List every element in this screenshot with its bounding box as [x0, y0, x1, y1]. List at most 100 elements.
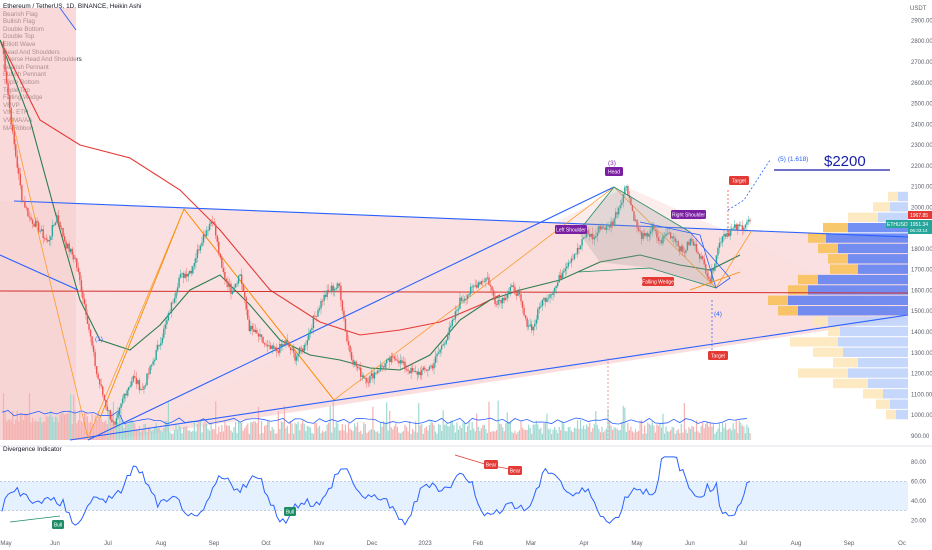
vrvp-sell — [823, 222, 848, 233]
candle-body — [363, 375, 365, 379]
volume-bar — [399, 433, 402, 440]
candle-body — [468, 293, 470, 296]
volume-bar — [86, 416, 89, 440]
candle-body — [112, 421, 115, 423]
volume-bar — [627, 423, 629, 440]
candle-body — [79, 271, 81, 281]
candle-body — [454, 311, 457, 320]
volume-bar — [216, 433, 218, 440]
volume-bar — [340, 430, 342, 440]
candle-body — [150, 364, 153, 367]
wave4-label: (4) — [714, 311, 722, 318]
candle-body — [526, 318, 528, 327]
volume-bar — [222, 431, 224, 440]
candle-body — [443, 343, 446, 345]
left-shoulder-label-bg — [555, 225, 587, 234]
volume-bar — [505, 423, 507, 440]
candle-body — [737, 224, 739, 230]
candle-body — [630, 198, 632, 206]
vrvp-buy — [788, 295, 908, 306]
candle-body — [550, 294, 553, 296]
candle-body — [414, 371, 417, 372]
candle-body — [698, 254, 701, 259]
rising-zone — [113, 187, 908, 440]
candle-body — [708, 276, 710, 280]
volume-bar — [445, 423, 447, 440]
volume-bar — [616, 428, 618, 440]
candle-body — [605, 225, 608, 230]
volume-bar — [166, 420, 168, 440]
volume-bar — [636, 431, 638, 440]
volume-bar — [657, 425, 660, 440]
volume-bar — [143, 424, 145, 440]
candle-body — [404, 361, 406, 370]
volume-bar — [68, 411, 70, 440]
volume-bar — [404, 424, 406, 440]
candle-body — [137, 380, 139, 384]
candle-body — [691, 238, 693, 242]
candle-body — [88, 323, 90, 330]
candle-body — [730, 228, 733, 231]
candle-body — [332, 285, 334, 291]
candle-body — [457, 308, 460, 311]
candle-body — [485, 278, 487, 282]
candle-body — [308, 332, 310, 341]
candle-body — [147, 373, 150, 375]
candle-body — [636, 219, 638, 228]
lower-trendline — [69, 314, 909, 441]
volume-bar — [363, 422, 365, 440]
volume-bar — [30, 422, 32, 440]
vrvp-sell — [813, 347, 843, 357]
candle-body — [219, 253, 221, 258]
candle-body — [173, 298, 176, 303]
candle-body — [697, 252, 699, 255]
volume-bar — [567, 427, 569, 440]
candle-body — [54, 222, 57, 226]
candle-body — [537, 309, 539, 320]
volume-bar — [422, 433, 424, 440]
candle-body — [631, 205, 634, 212]
candle-body — [637, 227, 640, 231]
time-tick-label: Nov — [314, 541, 325, 547]
volume-bar — [456, 422, 458, 440]
vrvp-buy — [848, 368, 908, 378]
volume-bar — [60, 412, 63, 440]
volume-bar — [173, 429, 176, 440]
candle-body — [492, 290, 495, 297]
falling-wedge-label-bg — [642, 277, 674, 286]
volume-bar — [378, 433, 380, 440]
volume-bar — [392, 429, 394, 440]
volume-bar — [631, 431, 634, 440]
osc-tick-label: 80.00 — [911, 460, 927, 466]
volume-bar — [192, 431, 194, 440]
target-bottom-label-bg — [708, 351, 728, 360]
candle-body — [740, 225, 742, 227]
volume-bar — [210, 421, 212, 440]
volume-bar — [396, 426, 398, 440]
candle-body — [527, 325, 530, 327]
candle-body — [534, 323, 536, 327]
candle-body — [469, 286, 472, 294]
candle-body — [60, 227, 63, 229]
volume-bar — [70, 394, 72, 440]
volume-bar — [334, 427, 336, 440]
volume-bar — [121, 421, 124, 440]
candle-body — [418, 371, 420, 375]
price-tick-label: 2600.00 — [911, 81, 932, 87]
volume-bar — [608, 420, 611, 440]
candle-body — [353, 361, 356, 365]
volume-bar — [189, 430, 191, 440]
candle-body — [648, 233, 650, 237]
candle-body — [531, 324, 533, 331]
candle-body — [479, 282, 481, 285]
candle-body — [582, 237, 585, 240]
volume-bar — [560, 430, 562, 440]
candle-body — [421, 370, 423, 376]
candle-body — [242, 283, 244, 292]
candle-body — [350, 352, 353, 360]
candle-body — [294, 352, 296, 361]
candle-body — [413, 371, 415, 372]
candle-body — [314, 315, 316, 317]
candle-body — [618, 207, 620, 215]
